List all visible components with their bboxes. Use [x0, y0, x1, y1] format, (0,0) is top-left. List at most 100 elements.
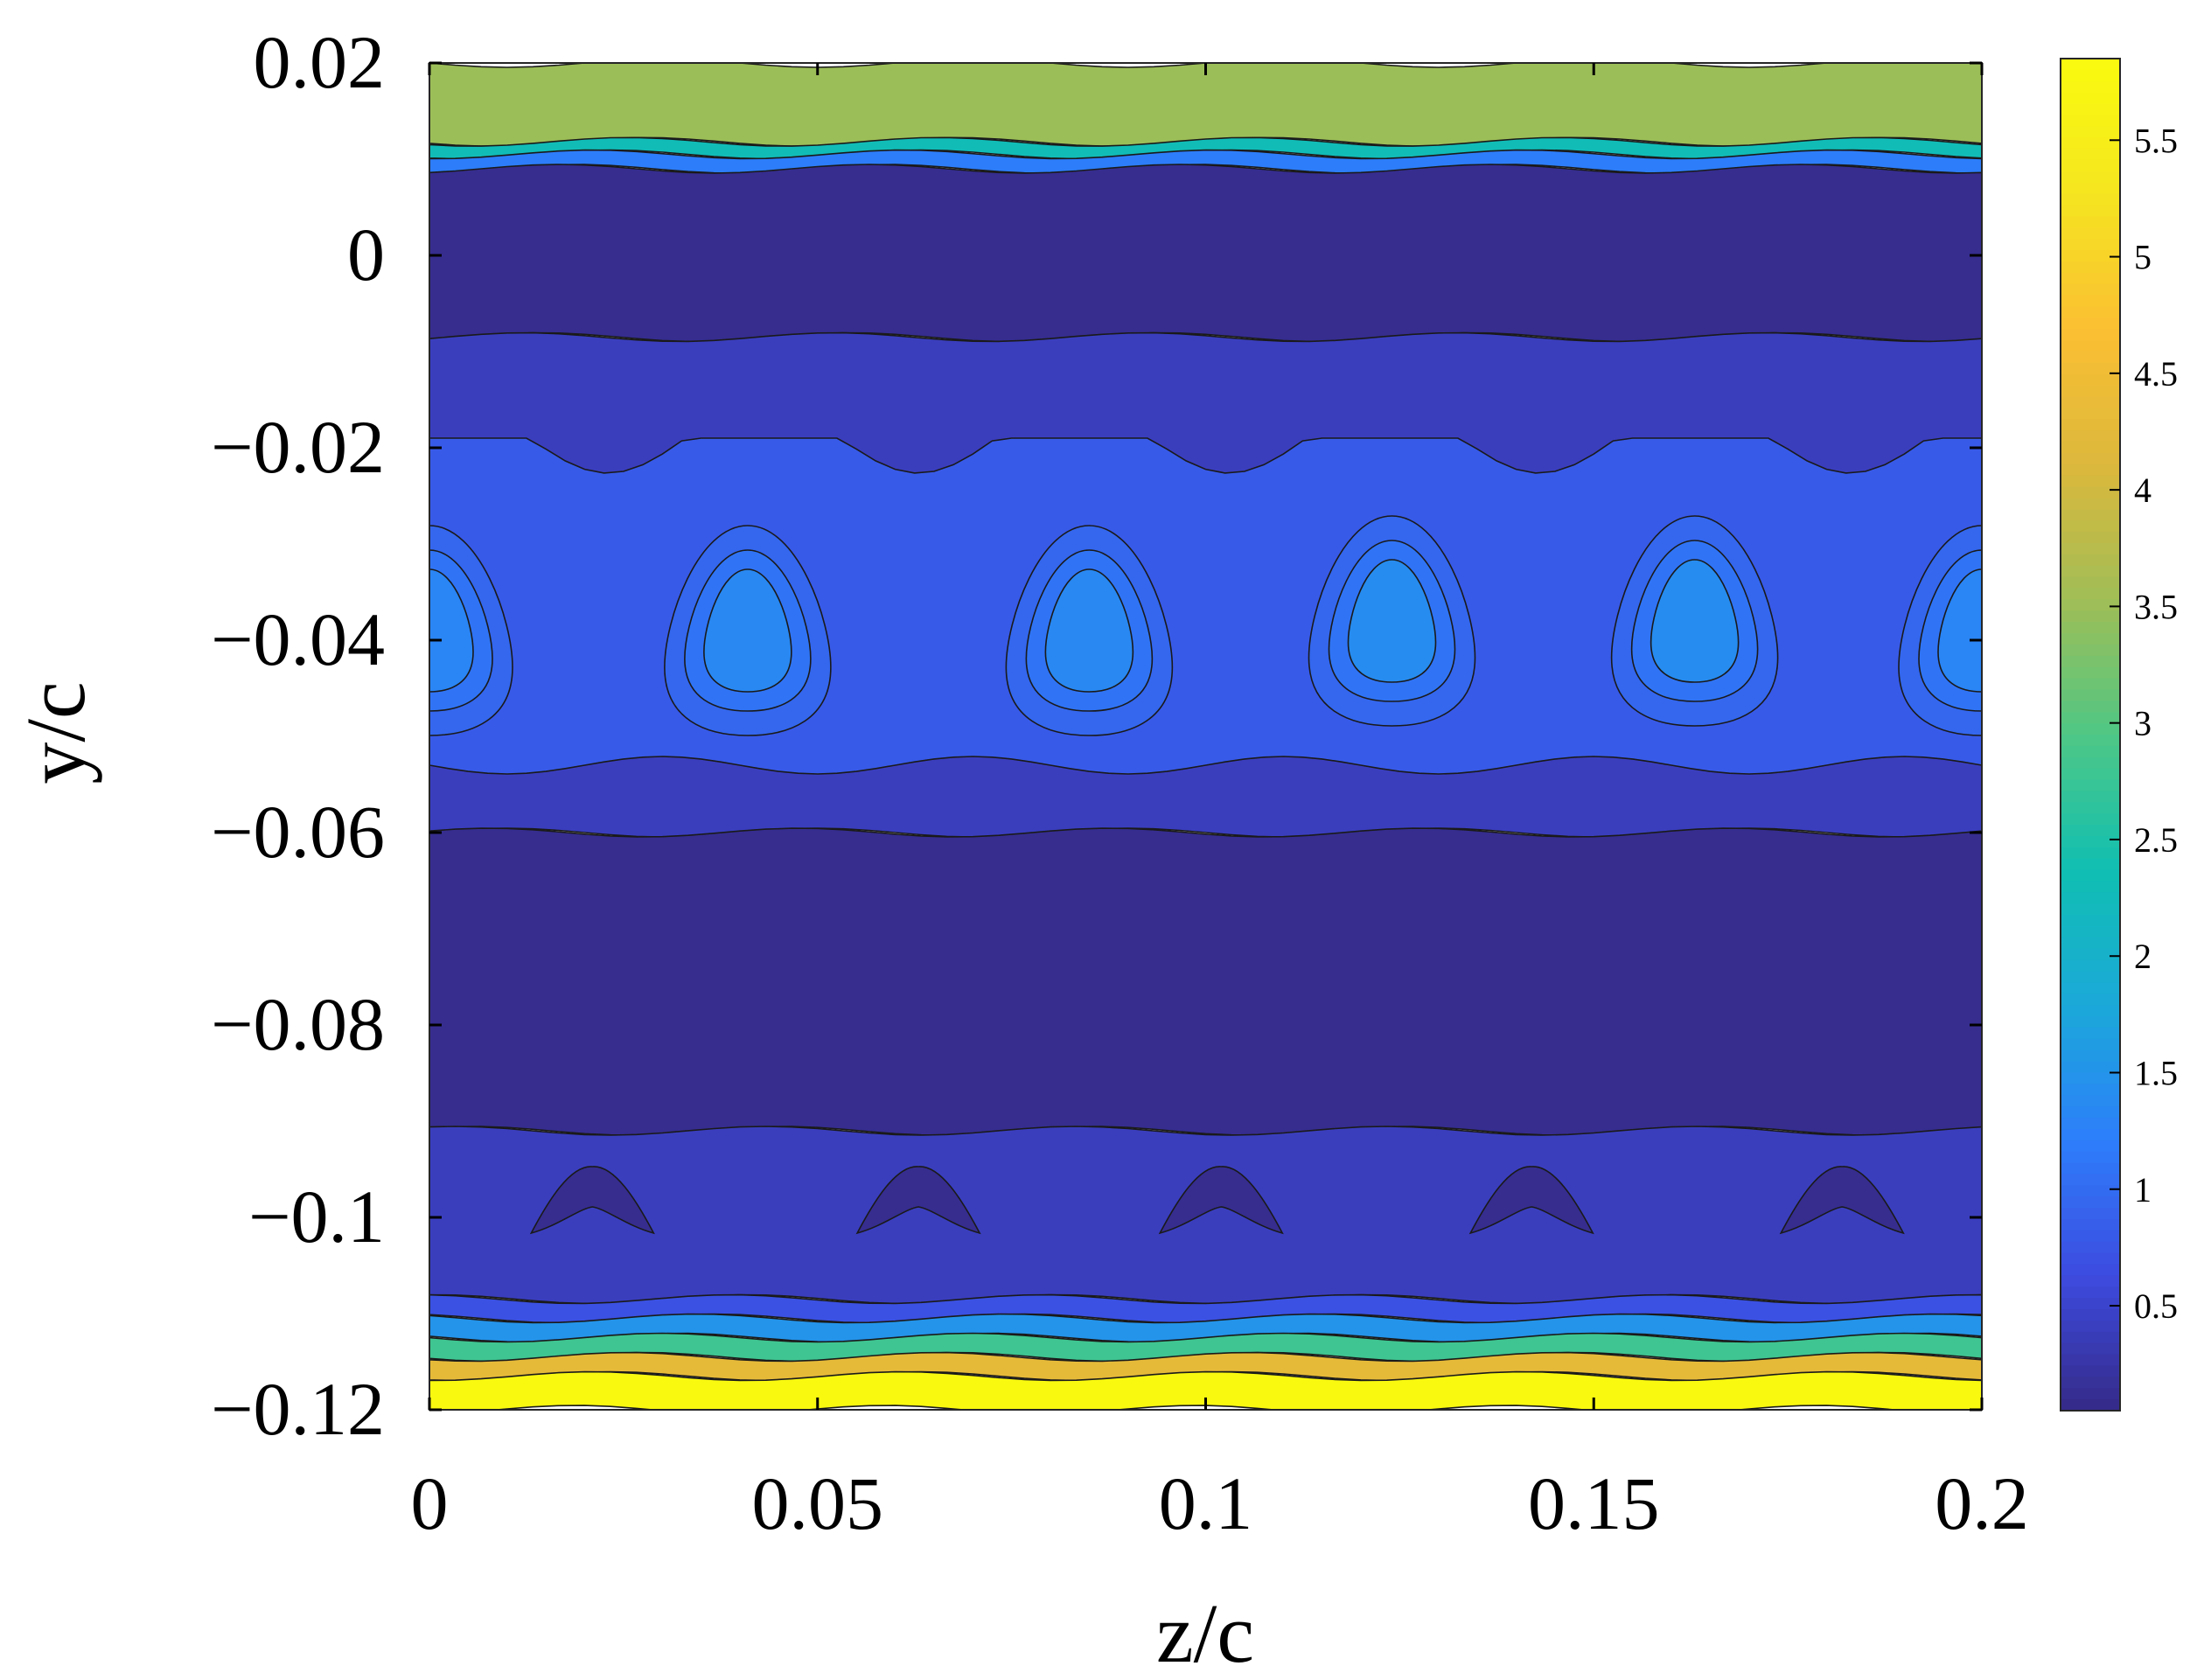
low-pocket — [1158, 1166, 1284, 1235]
colorbar-segment — [2061, 1342, 2120, 1356]
colorbar-tick-label: 5 — [2134, 238, 2152, 277]
colorbar-segment — [2061, 542, 2120, 555]
colorbar-segment — [2061, 1185, 2120, 1198]
colorbar-segment — [2061, 847, 2120, 860]
colorbar-segment — [2061, 735, 2120, 747]
colorbar-segment — [2061, 610, 2120, 623]
colorbar-segment — [2061, 520, 2120, 533]
contour-band — [429, 164, 1982, 343]
colorbar-segment — [2061, 1027, 2120, 1040]
colorbar-segment — [2061, 1084, 2120, 1097]
colorbar-segment — [2061, 768, 2120, 781]
colorbar-segment — [2061, 825, 2120, 837]
colorbar-segment — [2061, 869, 2120, 882]
colorbar-segment — [2061, 1354, 2120, 1367]
colorbar-tick-label: 4 — [2134, 471, 2152, 510]
colorbar-segment — [2061, 1298, 2120, 1310]
x-tick-label: 0.2 — [1935, 1461, 2029, 1545]
colorbar-segment — [2061, 1151, 2120, 1164]
contour-band — [429, 1126, 1982, 1305]
x-axis: 0 0.05 0.1 0.15 0.2 — [411, 63, 2029, 1545]
colorbar-segment — [2061, 92, 2120, 105]
colorbar-segment — [2061, 745, 2120, 758]
colorbar-segment — [2061, 723, 2120, 735]
colorbar-segment — [2061, 59, 2120, 71]
colorbar-segment — [2061, 159, 2120, 172]
colorbar-segment — [2061, 835, 2120, 848]
colorbar-segment — [2061, 126, 2120, 138]
colorbar-segment — [2061, 599, 2120, 612]
x-tick-label: 0 — [411, 1461, 449, 1545]
colorbar-segment — [2061, 756, 2120, 770]
colorbar-segment — [2061, 261, 2120, 274]
colorbar-tick-label: 2 — [2134, 937, 2152, 976]
colorbar-segment — [2061, 1061, 2120, 1074]
colorbar-segment — [2061, 915, 2120, 927]
colorbar-segment — [2061, 103, 2120, 116]
colorbar-segment — [2061, 396, 2120, 409]
y-tick-label: −0.12 — [211, 1367, 385, 1451]
vortex-cell — [1650, 559, 1740, 683]
colorbar-segment — [2061, 937, 2120, 950]
colorbar-segment — [2061, 137, 2120, 150]
y-axis-label: y/c — [9, 681, 102, 784]
colorbar-segment — [2061, 498, 2120, 511]
colorbar-tick-label: 3.5 — [2134, 587, 2178, 626]
low-pocket — [529, 1166, 655, 1235]
y-tick-label: −0.1 — [248, 1175, 385, 1258]
plot-area — [429, 63, 1982, 1410]
colorbar-segment — [2061, 1038, 2120, 1051]
colorbar-segment — [2061, 385, 2120, 398]
colorbar-segment — [2061, 993, 2120, 1006]
colorbar-tick-label: 5.5 — [2134, 121, 2178, 160]
colorbar-segment — [2061, 306, 2120, 319]
contour-band — [429, 827, 1982, 1136]
colorbar-segment — [2061, 678, 2120, 691]
colorbar-segment — [2061, 971, 2120, 984]
colorbar-segment — [2061, 452, 2120, 465]
colorbar-segment — [2061, 283, 2120, 296]
colorbar-segment — [2061, 1218, 2120, 1231]
colorbar-segment — [2061, 1388, 2120, 1400]
y-axis: 0.02 0 −0.02 −0.04 −0.06 −0.08 −0.1 −0.12 — [211, 20, 1982, 1451]
colorbar-segment — [2061, 373, 2120, 387]
colorbar-segment — [2061, 1162, 2120, 1175]
colorbar-segment — [2061, 1264, 2120, 1277]
colorbar-tick-label: 0.5 — [2134, 1286, 2178, 1326]
colorbar-segment — [2061, 779, 2120, 792]
colorbar-segment — [2061, 227, 2120, 240]
vortex-cell — [1347, 559, 1437, 683]
y-tick-label: 0 — [347, 213, 385, 296]
colorbar-segment — [2061, 1208, 2120, 1220]
colorbar-segment — [2061, 689, 2120, 702]
colorbar-segment — [2061, 926, 2120, 938]
colorbar-segment — [2061, 1049, 2120, 1063]
x-axis-label: z/c — [1156, 1586, 1254, 1680]
colorbar-segment — [2061, 80, 2120, 94]
colorbar-segment — [2061, 351, 2120, 364]
colorbar-segment — [2061, 903, 2120, 916]
colorbar-segment — [2061, 408, 2120, 421]
colorbar-segment — [2061, 712, 2120, 724]
colorbar-segment — [2061, 486, 2120, 499]
colorbar-segment — [2061, 1196, 2120, 1209]
y-tick-label: 0.02 — [254, 20, 386, 104]
x-tick-label: 0.15 — [1528, 1461, 1660, 1545]
colorbar-segment — [2061, 892, 2120, 905]
colorbar-segment — [2061, 115, 2120, 128]
colorbar-segment — [2061, 149, 2120, 161]
x-tick-label: 0.1 — [1159, 1461, 1253, 1545]
colorbar-segment — [2061, 633, 2120, 645]
colorbar-segment — [2061, 622, 2120, 634]
colorbar-segment — [2061, 666, 2120, 680]
colorbar-segment — [2061, 1174, 2120, 1187]
colorbar-tick-label: 1.5 — [2134, 1054, 2178, 1093]
y-tick-label: −0.08 — [211, 982, 385, 1066]
colorbar-segment — [2061, 464, 2120, 477]
vortex-cell — [429, 568, 474, 693]
vortex-cell — [703, 568, 792, 693]
colorbar-segment — [2061, 588, 2120, 601]
colorbar-segment — [2061, 193, 2120, 206]
colorbar-segment — [2061, 565, 2120, 578]
